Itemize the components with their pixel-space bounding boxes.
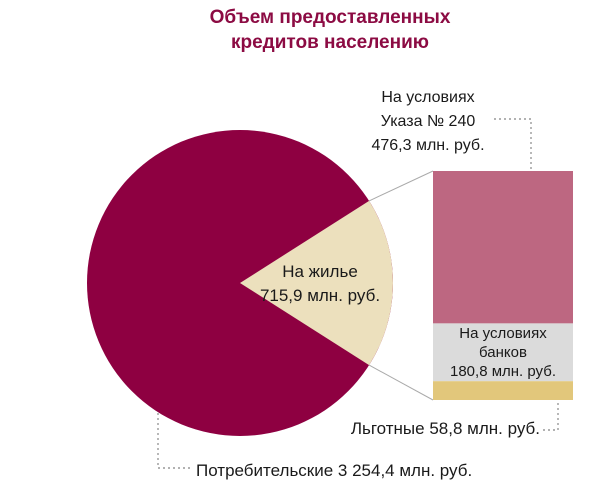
consumer-callout-label: Потребительские 3 254,4 млн. руб.: [196, 461, 473, 480]
housing-label-line1: На жилье: [282, 262, 358, 281]
leader-line-decree: [494, 118, 532, 169]
banks-label-line3: 180,8 млн. руб.: [450, 363, 556, 380]
explode-connector-top: [368, 170, 434, 202]
chart-title: Объем предоставленных кредитов населению: [130, 5, 530, 55]
bar-segment-banks: [433, 323, 573, 382]
pie-slice-housing: [240, 200, 393, 366]
bar-segment-preferential: [433, 381, 573, 400]
banks-label-line2: банков: [479, 344, 527, 361]
bar-segment-decree: [433, 171, 573, 324]
decree-callout-label: На условиях Указа № 240 476,3 млн. руб.: [348, 86, 508, 158]
decree-label-line1: На условиях: [381, 89, 475, 106]
leader-line-consumer: [157, 413, 193, 469]
housing-label-line2: 715,9 млн. руб.: [259, 286, 381, 305]
decree-label-line2: Указа № 240: [380, 113, 476, 130]
banks-label-line1: На условиях: [459, 325, 547, 342]
leader-line-preferential: [543, 402, 559, 431]
banks-segment-label: На условиях банков 180,8 млн. руб.: [433, 324, 573, 381]
chart-title-line1: Объем предоставленных: [209, 7, 451, 28]
preferential-callout-label: Льготные 58,8 млн. руб.: [350, 419, 540, 438]
decree-label-line3: 476,3 млн. руб.: [371, 137, 485, 154]
explode-connector-bottom: [368, 364, 434, 401]
chart-title-line2: кредитов населению: [231, 32, 429, 53]
housing-slice-label: На жилье 715,9 млн. руб.: [225, 260, 415, 308]
